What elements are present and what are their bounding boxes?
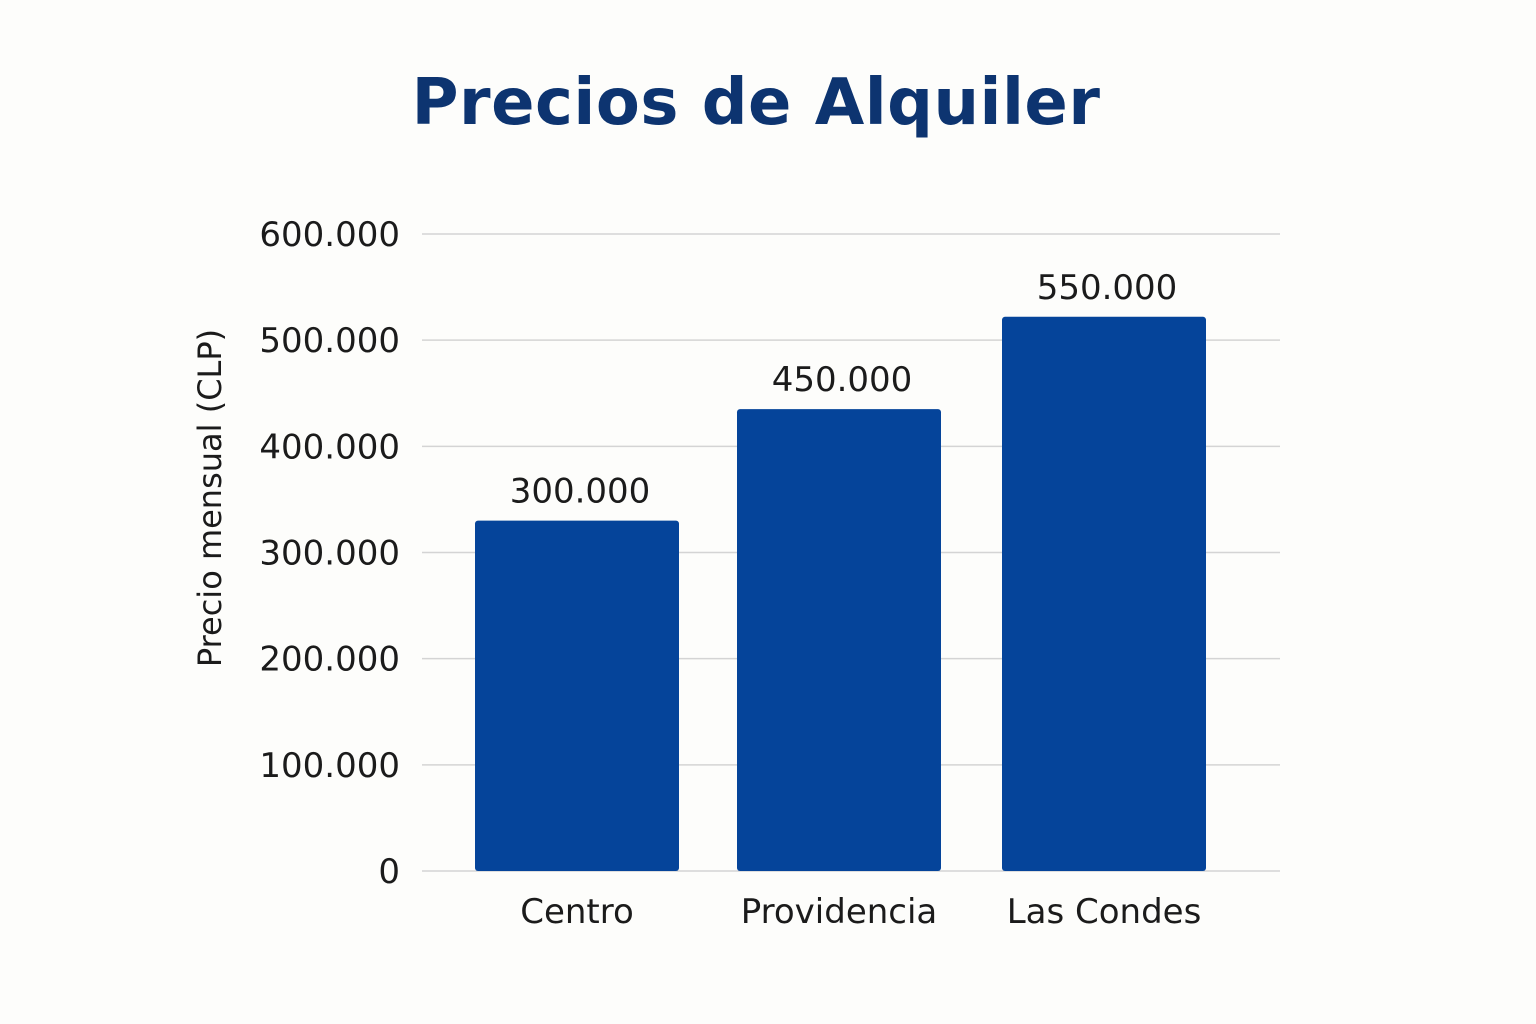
- value-label-1: 450.000: [772, 360, 913, 400]
- y-tick-label-3: 300.000: [259, 534, 400, 574]
- bar-las-condes: [1002, 316, 1206, 871]
- chart-title: Precios de Alquiler: [411, 66, 1101, 140]
- y-tick-label-1: 100.000: [259, 746, 400, 786]
- y-tick-label-2: 200.000: [259, 640, 400, 680]
- y-axis-title: Precio mensual (CLP): [191, 329, 229, 667]
- y-tick-label-0: 0: [378, 852, 400, 892]
- x-category-label-0: Centro: [520, 892, 634, 932]
- x-category-label-2: Las Condes: [1007, 892, 1202, 932]
- y-tick-label-6: 600.000: [259, 215, 400, 255]
- value-label-0: 300.000: [510, 472, 651, 512]
- value-label-2: 550.000: [1037, 268, 1178, 308]
- bar-providencia: [737, 409, 941, 871]
- bar-centro: [475, 520, 679, 871]
- x-category-label-1: Providencia: [741, 892, 938, 932]
- y-tick-label-5: 500.000: [259, 321, 400, 361]
- y-tick-label-4: 400.000: [259, 427, 400, 467]
